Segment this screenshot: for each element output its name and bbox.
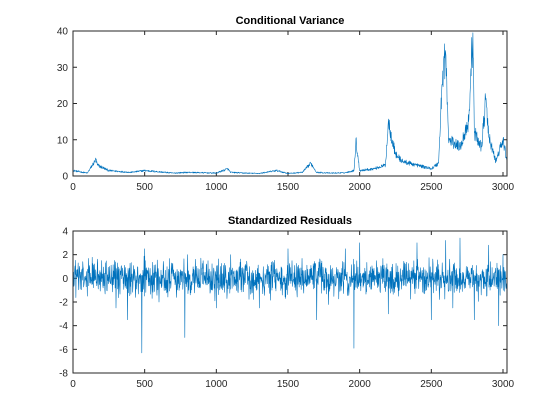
variance-series-line bbox=[72, 32, 508, 175]
x-tick-label: 500 bbox=[136, 182, 153, 193]
chart-title: Conditional Variance bbox=[236, 15, 345, 27]
x-tick-label: 0 bbox=[70, 379, 76, 390]
y-tick-label: 40 bbox=[57, 27, 69, 38]
y-tick-label: 0 bbox=[62, 274, 68, 285]
y-tick-label: 20 bbox=[57, 99, 69, 110]
y-tick-label: -4 bbox=[59, 321, 68, 332]
conditional-variance-plot: Conditional Variance 0 500 1000 1500 2000 250… bbox=[57, 15, 515, 193]
x-axis: 0 500 1000 1500 2000 2500 3000 bbox=[70, 231, 515, 390]
y-tick-label: -6 bbox=[59, 345, 68, 356]
standardized-residuals-plot: Standardized Residuals 0 500 1000 1500 2000 2… bbox=[59, 215, 514, 390]
chart-title: Standardized Residuals bbox=[228, 215, 352, 227]
x-tick-label: 3000 bbox=[492, 182, 515, 193]
plot-area bbox=[73, 31, 507, 176]
x-tick-label: 1000 bbox=[205, 379, 228, 390]
x-tick-label: 1000 bbox=[205, 182, 228, 193]
x-tick-label: 1500 bbox=[277, 379, 300, 390]
axes-box bbox=[72, 230, 508, 374]
x-tick-label: 2000 bbox=[349, 182, 372, 193]
y-tick-label: -2 bbox=[59, 298, 68, 309]
y-tick-label: 30 bbox=[57, 63, 69, 74]
y-tick-label: 0 bbox=[62, 172, 68, 183]
y-tick-label: 4 bbox=[62, 227, 68, 238]
x-tick-label: 2500 bbox=[420, 379, 443, 390]
y-tick-label: -8 bbox=[59, 369, 68, 380]
plot-area bbox=[73, 231, 507, 373]
x-tick-label: 500 bbox=[136, 379, 153, 390]
x-tick-label: 0 bbox=[70, 182, 76, 193]
x-tick-label: 3000 bbox=[492, 379, 515, 390]
y-tick-label: 10 bbox=[57, 135, 69, 146]
x-tick-label: 1500 bbox=[277, 182, 300, 193]
x-tick-label: 2000 bbox=[349, 379, 372, 390]
residuals-series-line bbox=[72, 237, 508, 354]
y-tick-label: 2 bbox=[62, 250, 68, 261]
axes-box bbox=[72, 30, 508, 177]
x-tick-label: 2500 bbox=[420, 182, 443, 193]
x-axis: 0 500 1000 1500 2000 2500 3000 bbox=[70, 31, 515, 193]
